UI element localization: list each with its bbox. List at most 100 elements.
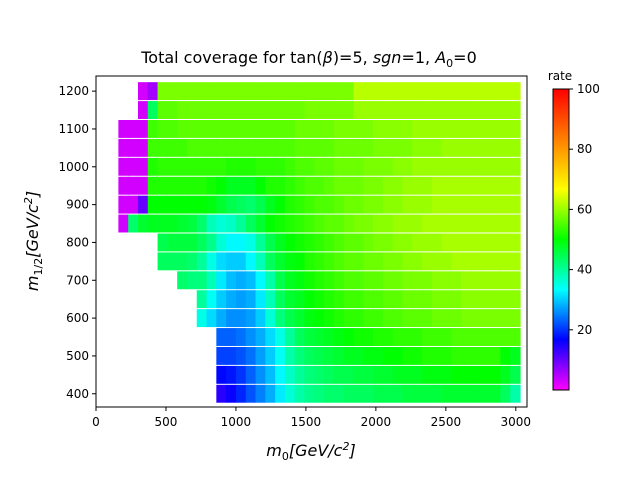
heatmap-cell <box>441 157 453 176</box>
heatmap-cell <box>265 309 276 328</box>
heatmap-cell <box>167 252 178 271</box>
heatmap-cell <box>235 328 247 346</box>
heatmap-cell <box>314 101 325 119</box>
heatmap-cell <box>431 176 443 195</box>
heatmap-cell <box>137 120 149 138</box>
heatmap-cell <box>353 384 364 403</box>
heatmap-cell <box>451 101 462 119</box>
heatmap-cell <box>324 120 335 138</box>
heatmap-cell <box>363 120 374 138</box>
heatmap-cell <box>431 157 443 176</box>
heatmap-cell <box>431 309 443 328</box>
heatmap-cell <box>480 309 492 328</box>
heatmap-cell <box>265 233 276 252</box>
heatmap-cell <box>402 214 413 233</box>
heatmap-cell <box>412 271 423 290</box>
heatmap-cell <box>500 101 511 119</box>
heatmap-cell <box>373 138 384 157</box>
x-axis-ticks: 0 500 1000 1500 2000 2500 3000 <box>92 407 531 429</box>
heatmap-cell <box>196 176 208 195</box>
heatmap-cell <box>382 157 394 176</box>
heatmap-cell <box>314 82 325 101</box>
heatmap-cell <box>147 214 159 233</box>
heatmap-cell <box>343 252 355 271</box>
heatmap-cell <box>480 233 492 252</box>
y-tick-label: 800 <box>66 235 89 249</box>
heatmap-cell <box>226 101 237 119</box>
heatmap-cell <box>206 101 217 119</box>
heatmap-cell <box>294 120 306 138</box>
heatmap-cell <box>431 290 443 309</box>
heatmap-cell <box>373 384 384 403</box>
heatmap-cell <box>412 138 423 157</box>
heatmap-cell <box>392 252 404 271</box>
heatmap-cell <box>314 365 325 384</box>
heatmap-cell <box>343 328 355 346</box>
heatmap-cell <box>304 157 315 176</box>
x-tick-label: 3000 <box>501 415 532 429</box>
heatmap-cell <box>363 176 374 195</box>
heatmap-cell <box>226 176 237 195</box>
heatmap-cell <box>461 346 472 365</box>
x-axis-label: m0[GeV/c2] <box>266 440 355 463</box>
heatmap-cell <box>245 101 257 119</box>
heatmap-cell <box>137 195 149 214</box>
heatmap-cell <box>196 233 208 252</box>
heatmap-cell <box>363 138 374 157</box>
heatmap-cell <box>441 82 453 101</box>
heatmap-cell <box>324 346 335 365</box>
colorbar-tick-label: 80 <box>577 142 592 156</box>
heatmap-cell <box>353 290 364 309</box>
heatmap-cell <box>255 214 266 233</box>
heatmap-cell <box>510 290 521 309</box>
heatmap-cell <box>441 271 453 290</box>
heatmap-cell <box>510 346 521 365</box>
heatmap-cell <box>431 233 443 252</box>
heatmap-cell <box>324 82 335 101</box>
heatmap-cell <box>324 365 335 384</box>
heatmap-cell <box>353 233 364 252</box>
heatmap-cell <box>471 252 482 271</box>
heatmap-cell <box>451 252 462 271</box>
heatmap-cell <box>275 157 286 176</box>
y-axis-label: m1/2[GeV/c2] <box>22 191 45 291</box>
heatmap-cell <box>128 176 139 195</box>
heatmap-cell <box>363 365 374 384</box>
heatmap-cell <box>451 214 462 233</box>
heatmap-cell <box>422 120 433 138</box>
heatmap-cell <box>471 82 482 101</box>
heatmap-cell <box>265 101 276 119</box>
heatmap-cell <box>235 365 247 384</box>
y-tick-label: 600 <box>66 311 89 325</box>
heatmap-cell <box>343 309 355 328</box>
heatmap-cell <box>216 309 227 328</box>
heatmap-cell <box>196 290 208 309</box>
heatmap-cell <box>118 195 129 214</box>
heatmap-cell <box>422 309 433 328</box>
heatmap-cell <box>402 309 413 328</box>
heatmap-cell <box>167 195 178 214</box>
heatmap-cell <box>471 365 482 384</box>
heatmap-cell <box>196 157 208 176</box>
heatmap-cell <box>294 290 306 309</box>
heatmap-cell <box>451 176 462 195</box>
heatmap-cell <box>353 271 364 290</box>
heatmap-cell <box>265 82 276 101</box>
heatmap-cell <box>343 101 355 119</box>
heatmap-cell <box>490 195 502 214</box>
heatmap-cell <box>422 101 433 119</box>
heatmap-cell <box>157 101 168 119</box>
heatmap-cell <box>235 271 247 290</box>
heatmap-cell <box>137 82 149 101</box>
heatmap-cell <box>216 346 227 365</box>
heatmap-cell <box>490 384 502 403</box>
heatmap-cell <box>304 195 315 214</box>
heatmap-cell <box>304 82 315 101</box>
heatmap-cell <box>324 101 335 119</box>
heatmap-cell <box>304 233 315 252</box>
heatmap-cell <box>206 176 217 195</box>
y-axis-ticks: 400 500 600 700 800 900 1000 1100 1200 <box>58 84 96 401</box>
heatmap-cell <box>206 195 217 214</box>
heatmap-cell <box>284 328 296 346</box>
heatmap-cell <box>186 138 198 157</box>
